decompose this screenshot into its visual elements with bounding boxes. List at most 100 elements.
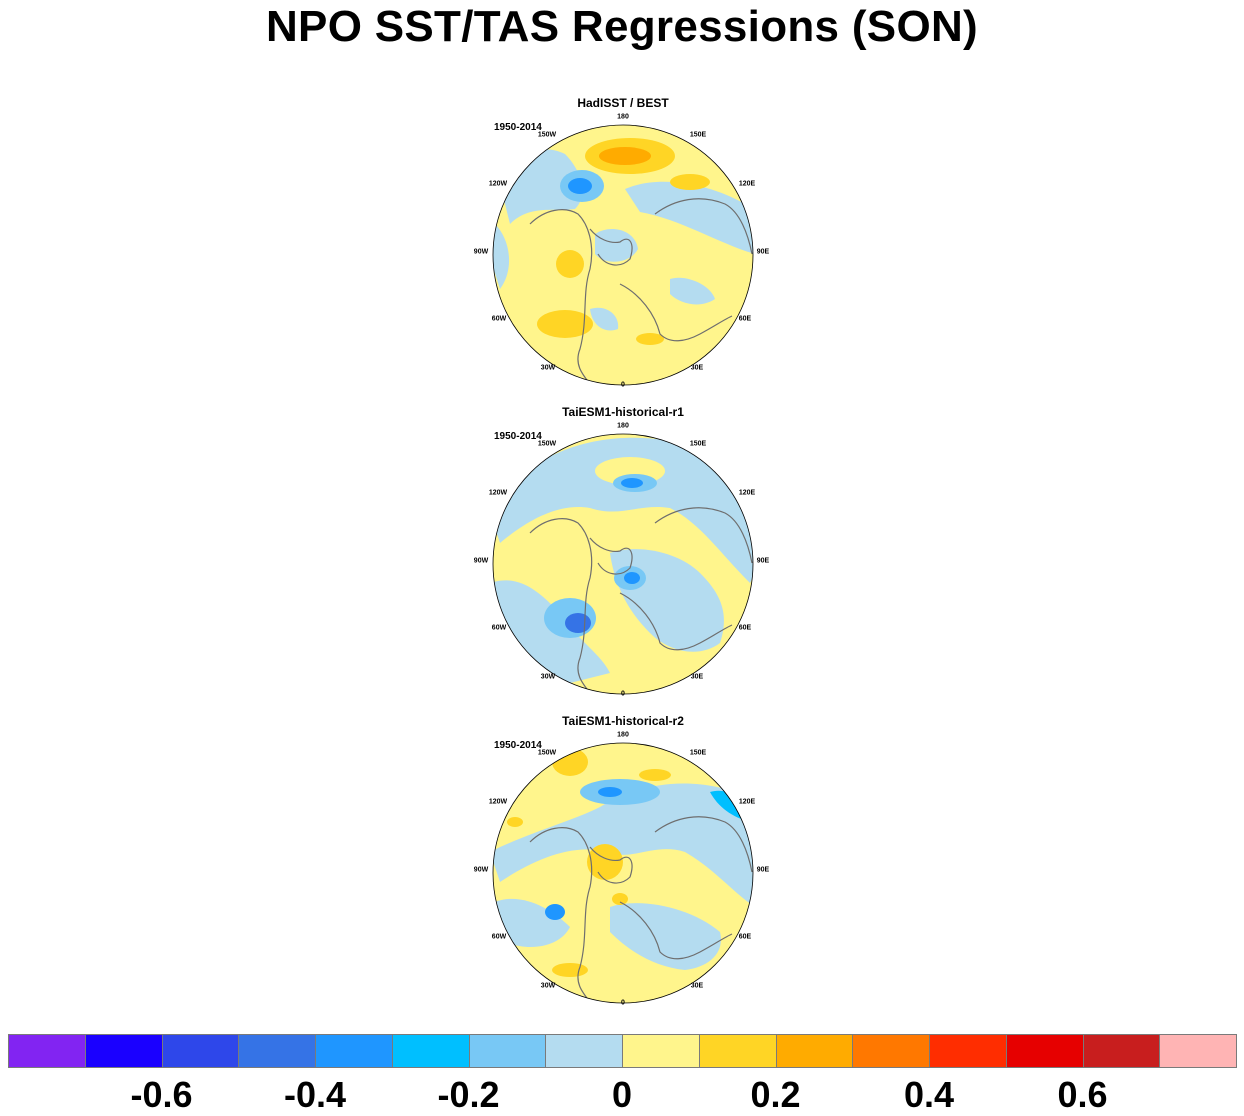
lon-label-90w: 90W bbox=[473, 866, 489, 874]
lon-label-30e: 30E bbox=[690, 364, 704, 372]
panel-period: 1950-2014 bbox=[494, 431, 542, 442]
lon-label-120w: 120W bbox=[488, 798, 508, 806]
map-panel-hadisst-best: HadISST / BEST 1950-2014 180 150E 120E 9… bbox=[470, 94, 776, 390]
negative-anomaly-region bbox=[493, 437, 753, 583]
negative-anomaly-core bbox=[624, 572, 640, 584]
negative-anomaly-region bbox=[590, 307, 619, 331]
map-border bbox=[492, 433, 754, 695]
colorbar-swatch bbox=[775, 1034, 854, 1068]
negative-anomaly-region bbox=[493, 783, 753, 912]
warm-anomaly-region bbox=[599, 147, 651, 165]
panel-period: 1950-2014 bbox=[494, 122, 542, 133]
colorbar-swatch bbox=[1159, 1034, 1237, 1068]
negative-anomaly-region bbox=[670, 277, 715, 305]
warm-anomaly-region bbox=[612, 893, 628, 905]
lon-label-30w: 30W bbox=[540, 673, 556, 681]
lon-label-60e: 60E bbox=[738, 933, 752, 941]
coastlines bbox=[529, 507, 753, 694]
colorbar-swatch bbox=[391, 1034, 470, 1068]
map-border bbox=[492, 742, 754, 1004]
negative-anomaly-region bbox=[495, 898, 570, 947]
lon-label-120e: 120E bbox=[738, 798, 756, 806]
lon-label-180: 180 bbox=[617, 731, 629, 739]
negative-anomaly-region bbox=[595, 229, 638, 262]
colorbar-swatch bbox=[84, 1034, 163, 1068]
polar-map bbox=[492, 742, 754, 1004]
colorbar-swatch bbox=[161, 1034, 240, 1068]
colorbar-swatch bbox=[929, 1034, 1007, 1068]
lon-label-150w: 150W bbox=[537, 131, 557, 139]
lon-label-180: 180 bbox=[617, 422, 629, 430]
colorbar-tick-label: -0.6 bbox=[130, 1074, 193, 1115]
colorbar-swatch bbox=[852, 1034, 930, 1068]
lon-label-0: 0 bbox=[621, 381, 625, 389]
lon-label-30w: 30W bbox=[540, 364, 556, 372]
colorbar-swatch bbox=[238, 1034, 316, 1068]
warm-anomaly-region bbox=[507, 817, 523, 827]
coastlines bbox=[529, 816, 753, 1003]
negative-anomaly-core bbox=[545, 904, 565, 920]
colorbar-swatch bbox=[545, 1034, 623, 1068]
colorbar-tick-label: 0.6 bbox=[1057, 1074, 1108, 1115]
panel-title: TaiESM1-historical-r1 bbox=[562, 405, 684, 419]
lon-label-150w: 150W bbox=[537, 440, 557, 448]
warm-anomaly-region bbox=[556, 250, 584, 278]
colorbar-swatch bbox=[8, 1034, 86, 1068]
panel-title: HadISST / BEST bbox=[577, 96, 669, 110]
lon-label-180: 180 bbox=[617, 113, 629, 121]
lon-label-120e: 120E bbox=[738, 180, 756, 188]
negative-anomaly-core bbox=[568, 178, 592, 194]
warm-anomaly-region bbox=[636, 333, 664, 345]
lon-label-150e: 150E bbox=[689, 440, 707, 448]
colorbar-swatch bbox=[1005, 1034, 1084, 1068]
warm-anomaly-region bbox=[639, 769, 671, 781]
lon-label-90w: 90W bbox=[473, 248, 489, 256]
polar-map bbox=[492, 433, 754, 695]
colorbar-tick-label: -0.4 bbox=[283, 1074, 347, 1115]
lon-label-60e: 60E bbox=[738, 624, 752, 632]
lon-label-60w: 60W bbox=[491, 933, 507, 941]
map-panel-taiesm1-r1: TaiESM1-historical-r1 1950-2014 180 150E… bbox=[470, 403, 776, 699]
lon-label-60e: 60E bbox=[738, 315, 752, 323]
negative-anomaly-region bbox=[610, 903, 721, 970]
negative-anomaly-region bbox=[625, 181, 753, 254]
lon-label-120e: 120E bbox=[738, 489, 756, 497]
negative-anomaly-region bbox=[493, 224, 510, 289]
lon-label-150w: 150W bbox=[537, 749, 557, 757]
coastlines bbox=[529, 198, 753, 385]
panel-period: 1950-2014 bbox=[494, 740, 542, 751]
negative-anomaly-core bbox=[598, 787, 622, 797]
negative-anomaly-core bbox=[621, 478, 643, 488]
colorbar-swatch bbox=[315, 1034, 393, 1068]
lon-label-30e: 30E bbox=[690, 982, 704, 990]
lon-label-90w: 90W bbox=[473, 557, 489, 565]
colorbar-swatch bbox=[1082, 1034, 1161, 1068]
colorbar-swatch bbox=[468, 1034, 547, 1068]
figure-title: NPO SST/TAS Regressions (SON) bbox=[265, 2, 978, 51]
warm-anomaly-region bbox=[552, 963, 588, 977]
colorbar-swatch bbox=[622, 1034, 700, 1068]
lon-label-30e: 30E bbox=[690, 673, 704, 681]
lon-label-0: 0 bbox=[621, 999, 625, 1007]
map-border bbox=[492, 124, 754, 386]
lon-label-90e: 90E bbox=[756, 557, 770, 565]
colorbar-swatch bbox=[698, 1034, 777, 1068]
warm-anomaly-region bbox=[552, 748, 588, 776]
lon-label-120w: 120W bbox=[488, 489, 508, 497]
lon-label-60w: 60W bbox=[491, 624, 507, 632]
warm-anomaly-region bbox=[580, 521, 606, 547]
lon-label-150e: 150E bbox=[689, 131, 707, 139]
colorbar-tick-label: 0.4 bbox=[903, 1074, 955, 1115]
colorbar bbox=[8, 1034, 1237, 1068]
map-panel-taiesm1-r2: TaiESM1-historical-r2 1950-2014 180 150E… bbox=[470, 712, 776, 1008]
lon-label-150e: 150E bbox=[689, 749, 707, 757]
lon-label-120w: 120W bbox=[488, 180, 508, 188]
lon-label-60w: 60W bbox=[491, 315, 507, 323]
lon-label-0: 0 bbox=[621, 690, 625, 698]
colorbar-tick-label: 0.2 bbox=[750, 1074, 801, 1115]
lon-label-90e: 90E bbox=[756, 866, 770, 874]
colorbar-tick-label: 0 bbox=[611, 1074, 633, 1115]
colorbar-tick-label: -0.2 bbox=[437, 1074, 500, 1115]
negative-anomaly-core bbox=[565, 613, 591, 633]
polar-map bbox=[492, 124, 754, 386]
